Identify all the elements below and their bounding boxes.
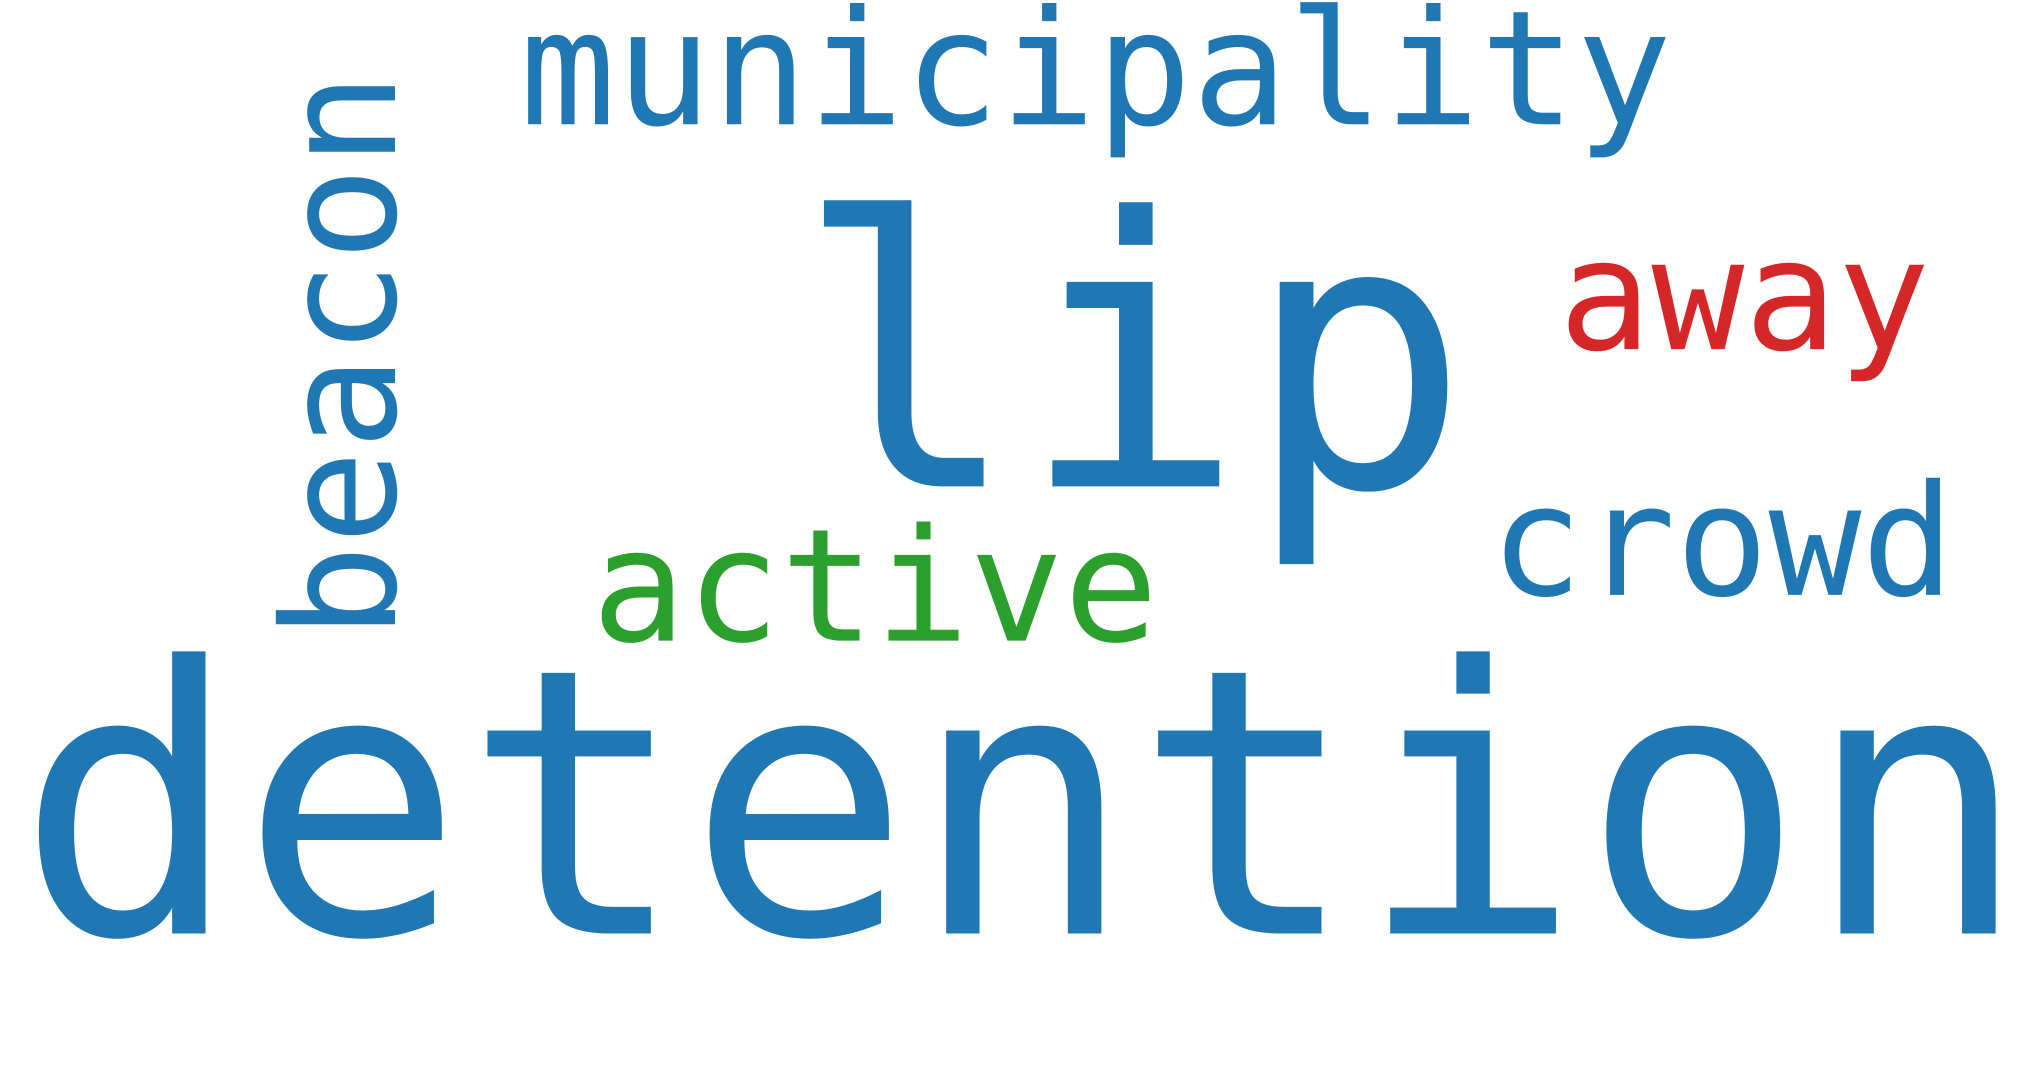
word: beacon	[250, 72, 433, 639]
word: municipality	[520, 0, 1672, 162]
word: away	[1559, 207, 1931, 386]
word: lip	[795, 140, 1470, 575]
word: active	[591, 496, 1158, 679]
word: crowd	[1490, 453, 1954, 632]
word: detention	[17, 589, 2029, 1022]
